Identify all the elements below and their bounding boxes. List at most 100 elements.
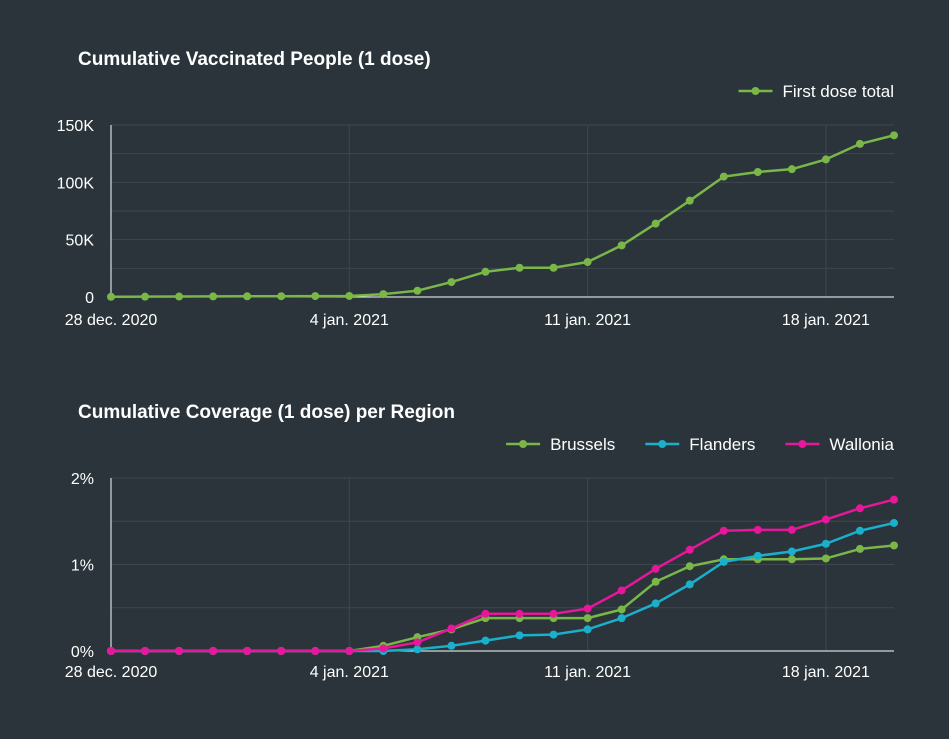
data-point[interactable] [209,647,218,655]
data-point[interactable] [855,544,864,553]
data-point[interactable] [890,131,898,140]
data-point[interactable] [311,292,320,301]
data-point[interactable] [685,196,694,205]
data-point[interactable] [787,525,796,534]
data-point[interactable] [515,631,524,640]
data-point[interactable] [583,625,592,634]
data-point[interactable] [515,263,524,272]
x-axis-ticks: 28 dec. 2020 4 jan. 2021 11 jan. 2021 18 ja… [65,312,870,329]
legend-item[interactable]: First dose total [738,82,895,101]
legend-label: Brussels [550,435,615,454]
data-point[interactable] [549,263,558,272]
data-point[interactable] [141,292,150,301]
data-point[interactable] [890,541,898,550]
data-point[interactable] [787,555,796,564]
data-point[interactable] [821,155,830,164]
data-point[interactable] [209,292,218,301]
data-point[interactable] [413,286,422,295]
data-point[interactable] [277,292,286,301]
data-point[interactable] [549,609,558,618]
legend-item[interactable]: Brussels [506,435,615,454]
data-point[interactable] [413,638,422,647]
data-point[interactable] [617,614,626,623]
data-point[interactable] [685,562,694,571]
data-point[interactable] [549,630,558,639]
data-point[interactable] [821,554,830,563]
data-point[interactable] [787,547,796,556]
data-point[interactable] [481,636,490,645]
legend-item[interactable]: Flanders [645,435,755,454]
data-point[interactable] [107,292,115,301]
data-point[interactable] [311,647,320,655]
data-point[interactable] [277,647,286,655]
data-point[interactable] [890,495,898,504]
data-point[interactable] [651,219,660,228]
y-tick-label: 100K [57,175,95,192]
data-point[interactable] [175,292,184,301]
data-point[interactable] [617,605,626,614]
data-point[interactable] [583,614,592,623]
data-point[interactable] [821,539,830,548]
data-point[interactable] [583,604,592,613]
data-point[interactable] [515,609,524,618]
data-point[interactable] [413,645,422,654]
data-point[interactable] [447,278,456,287]
data-point[interactable] [651,564,660,573]
data-point[interactable] [890,518,898,527]
data-point[interactable] [447,641,456,650]
x-tick-label: 11 jan. 2021 [544,664,631,681]
data-point[interactable] [379,644,388,653]
data-point[interactable] [379,290,388,299]
data-point[interactable] [617,241,626,250]
legend-swatch-dot [658,440,667,448]
data-point[interactable] [243,292,252,301]
vaccinated-people-chart: Cumulative Vaccinated People (1 dose) Fi… [57,49,898,329]
chart-title: Cumulative Coverage (1 dose) per Region [78,402,455,423]
data-point[interactable] [719,172,728,181]
legend-label: First dose total [783,82,895,101]
y-tick-label: 50K [66,233,95,250]
y-axis-ticks: 0 50K 100K 150K [57,118,95,307]
data-point[interactable] [481,609,490,618]
data-point[interactable] [855,526,864,535]
data-point[interactable] [243,647,252,655]
data-point[interactable] [855,139,864,148]
data-point[interactable] [685,580,694,589]
data-point[interactable] [651,577,660,586]
data-point[interactable] [787,165,796,174]
legend-swatch-dot [798,440,807,448]
y-tick-label: 2% [71,471,94,488]
data-point[interactable] [685,545,694,554]
series-line [111,498,895,653]
data-point[interactable] [719,557,728,566]
chart-legend: Wallonia Flanders Brussels [506,435,895,454]
data-point[interactable] [107,647,115,655]
x-tick-label: 4 jan. 2021 [310,664,389,681]
data-point[interactable] [719,526,728,535]
grid-lines [111,477,894,651]
data-point[interactable] [583,258,592,267]
data-point[interactable] [753,551,762,560]
data-point[interactable] [175,647,184,655]
data-point[interactable] [753,525,762,534]
y-tick-label: 0% [71,644,94,661]
data-point[interactable] [855,504,864,513]
data-point[interactable] [651,599,660,608]
chart-title: Cumulative Vaccinated People (1 dose) [78,49,431,70]
data-point[interactable] [753,168,762,177]
data-point[interactable] [481,267,490,276]
series-line [111,544,895,653]
legend-item[interactable]: Wallonia [785,435,895,454]
grid-lines [111,124,894,297]
legend-label: Flanders [689,435,755,454]
x-tick-label: 28 dec. 2020 [65,664,158,681]
data-point[interactable] [617,586,626,595]
data-point[interactable] [141,647,150,655]
data-point[interactable] [447,624,456,633]
data-point[interactable] [821,515,830,524]
y-tick-label: 0 [85,290,94,307]
data-point[interactable] [345,647,354,655]
data-point[interactable] [345,291,354,300]
y-tick-label: 1% [71,558,94,575]
